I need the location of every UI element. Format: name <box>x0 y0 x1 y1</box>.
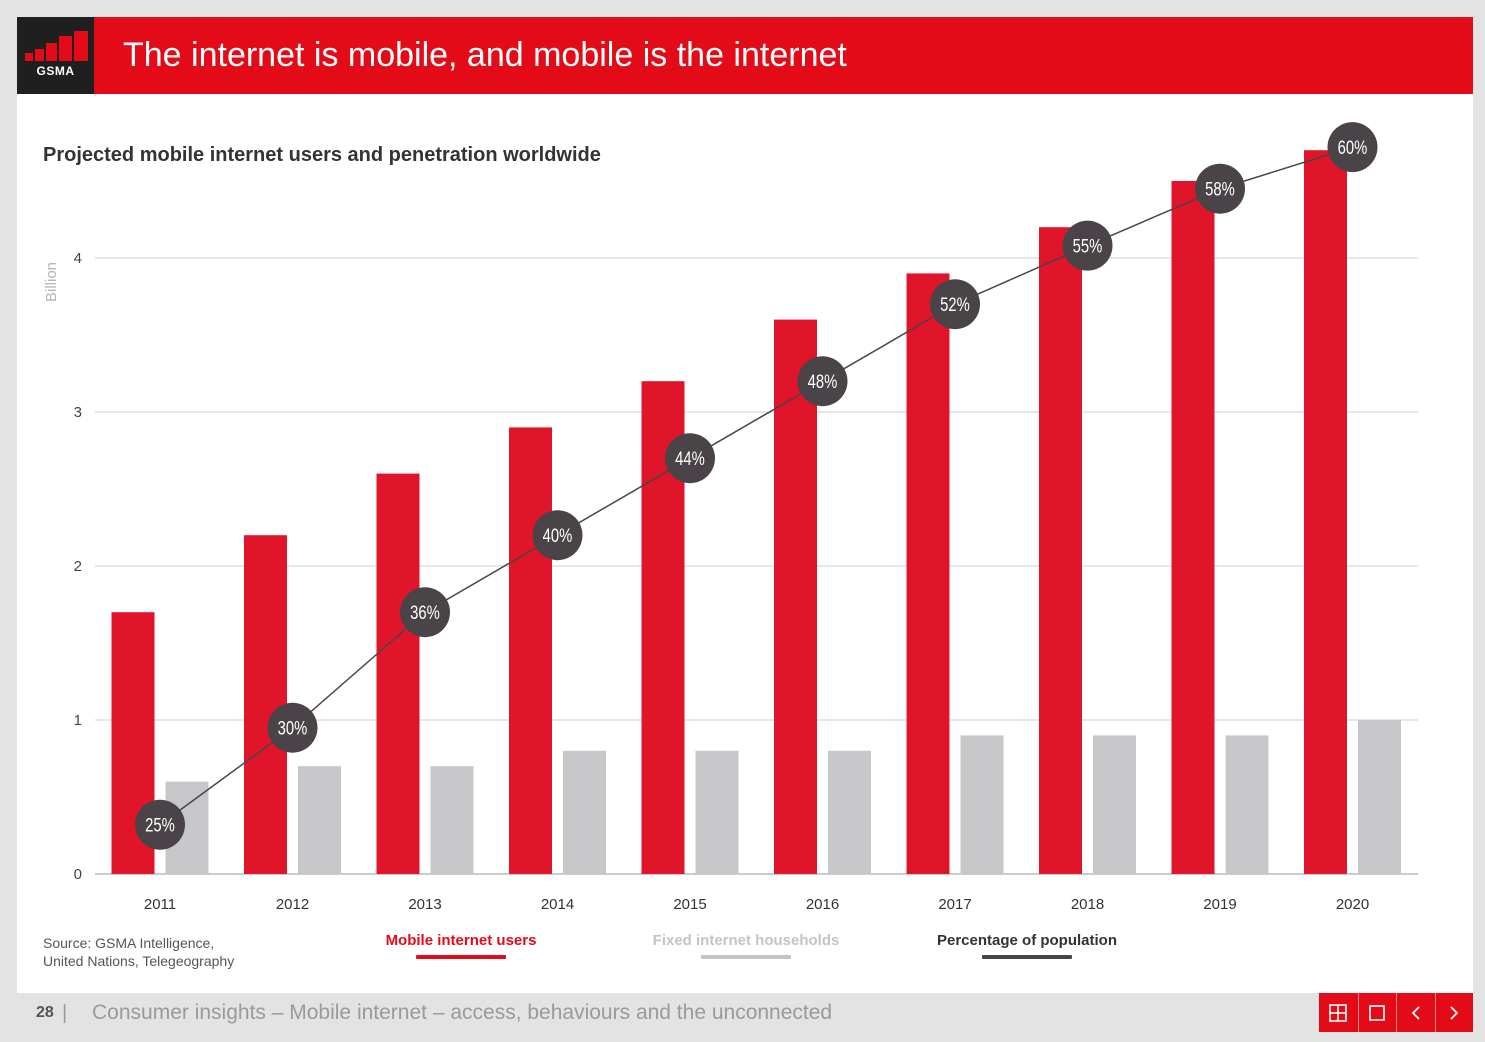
bar-mobile-users <box>1304 150 1347 874</box>
nav-controls <box>1319 993 1473 1032</box>
x-tick-label: 2017 <box>938 896 971 913</box>
grid-view-icon <box>1329 1003 1348 1022</box>
bar-fixed-households <box>960 735 1004 874</box>
percentage-label: 40% <box>543 525 573 546</box>
legend-mobile-users: Mobile internet users <box>361 932 561 959</box>
fullscreen-icon <box>1369 1004 1386 1021</box>
percentage-marker <box>1327 122 1378 173</box>
percentage-label: 52% <box>940 294 970 315</box>
source-line-1: Source: GSMA Intelligence, <box>43 935 215 951</box>
percentage-marker <box>267 702 318 753</box>
percentage-marker <box>1062 220 1113 271</box>
x-tick-label: 2013 <box>408 896 441 913</box>
percentage-line <box>159 146 1353 826</box>
bar-fixed-households <box>298 766 341 874</box>
percentage-marker <box>135 799 185 850</box>
percentage-label: 30% <box>278 718 308 739</box>
bar-fixed-households <box>1225 735 1269 874</box>
percentage-marker <box>1195 163 1245 214</box>
fullscreen-button[interactable] <box>1357 993 1397 1032</box>
x-tick-label: 2016 <box>806 896 839 913</box>
bar-mobile-users <box>244 535 287 874</box>
x-tick-label: 2011 <box>144 896 176 913</box>
percentage-label: 48% <box>808 371 838 392</box>
footer-separator: | <box>62 1002 68 1024</box>
bar-mobile-users <box>1039 227 1082 874</box>
percentage-label: 58% <box>1205 179 1235 200</box>
bar-fixed-households <box>1358 720 1401 874</box>
header-bar: GSMA The internet is mobile, and mobile … <box>17 17 1473 94</box>
legend-percentage: Percentage of population <box>927 932 1127 959</box>
grid-view-button[interactable] <box>1319 993 1358 1032</box>
x-tick-label: 2014 <box>541 896 574 913</box>
percentage-label: 44% <box>675 448 705 469</box>
bar-mobile-users <box>509 427 552 874</box>
legend-percentage-label: Percentage of population <box>936 932 1117 949</box>
bar-fixed-households <box>430 766 474 874</box>
y-tick-label: 3 <box>74 404 82 421</box>
chevron-left-icon <box>1411 1005 1420 1020</box>
bar-mobile-users <box>906 273 950 874</box>
percentage-label: 60% <box>1338 137 1368 158</box>
page-number: 28 <box>36 1004 54 1021</box>
percentage-marker <box>532 510 583 561</box>
legend-fixed-label: Fixed internet households <box>652 932 840 949</box>
legend-mobile-swatch <box>416 955 506 959</box>
chart-title: Projected mobile internet users and pene… <box>43 144 601 166</box>
bar-fixed-households <box>828 750 871 874</box>
bar-fixed-households <box>695 750 739 874</box>
bar-mobile-users <box>1171 181 1215 874</box>
y-tick-label: 4 <box>74 250 82 267</box>
gsma-logo[interactable]: GSMA <box>17 17 94 94</box>
previous-page-button[interactable] <box>1396 993 1435 1032</box>
logo-text: GSMA <box>36 64 75 78</box>
y-tick-label: 2 <box>74 558 82 575</box>
bar-mobile-users <box>774 319 817 875</box>
x-tick-label: 2018 <box>1071 896 1104 913</box>
source-note: Source: GSMA Intelligence, United Nation… <box>43 934 234 970</box>
legend-percentage-swatch <box>982 955 1072 959</box>
percentage-label: 36% <box>410 602 440 623</box>
x-tick-label: 2015 <box>673 896 706 913</box>
bar-fixed-households <box>563 750 606 874</box>
bar-mobile-users <box>376 473 420 874</box>
y-tick-label: 0 <box>74 866 82 883</box>
percentage-marker <box>665 433 715 484</box>
legend-fixed-households: Fixed internet households <box>646 932 846 959</box>
next-page-button[interactable] <box>1434 993 1474 1032</box>
x-tick-label: 2012 <box>276 896 309 913</box>
footer-text: Consumer insights – Mobile internet – ac… <box>92 1001 833 1024</box>
percentage-marker <box>930 279 980 330</box>
source-line-2: United Nations, Telegeography <box>43 953 235 969</box>
chevron-right-icon <box>1450 1005 1459 1020</box>
legend-mobile-label: Mobile internet users <box>385 932 537 949</box>
bar-fixed-households <box>1093 735 1136 874</box>
legend-fixed-swatch <box>701 955 791 959</box>
percentage-label: 25% <box>145 815 175 836</box>
footer: 28 | Consumer insights – Mobile internet… <box>0 993 1485 1042</box>
percentage-marker <box>400 587 450 638</box>
y-tick-label: 1 <box>74 712 82 729</box>
percentage-label: 55% <box>1073 236 1103 257</box>
y-axis-label: Billion <box>43 262 60 302</box>
x-tick-label: 2020 <box>1336 896 1369 913</box>
page-title: The internet is mobile, and mobile is th… <box>123 36 847 74</box>
x-tick-label: 2019 <box>1203 896 1236 913</box>
percentage-marker <box>797 356 848 407</box>
logo-bars-icon <box>25 31 88 61</box>
